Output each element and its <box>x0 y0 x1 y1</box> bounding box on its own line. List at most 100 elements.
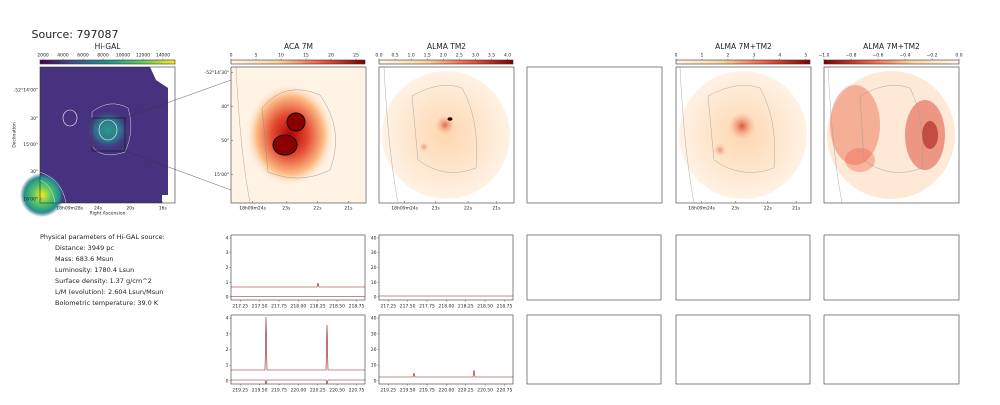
x-tick-label: 22s <box>764 206 773 212</box>
y-tick-label: 16'00" <box>23 196 38 202</box>
parameter-line: Luminosity: 1780.4 Lsun <box>55 266 134 274</box>
map-frame <box>230 66 367 204</box>
y-axis-label: Declination <box>12 122 18 148</box>
x-tick-label: 218.75 <box>497 304 513 310</box>
x-tick-label: 220.00 <box>439 388 455 394</box>
x-tick-label: 218.00 <box>439 304 455 310</box>
x-tick-label: 219.25 <box>380 388 396 394</box>
x-tick-label: 24s <box>94 206 103 212</box>
y-tick-label: 20 <box>371 265 377 271</box>
y-tick-label: 0 <box>374 378 377 384</box>
y-tick-label: 3 <box>226 250 229 256</box>
x-tick-label: 219.50 <box>400 388 416 394</box>
y-tick-label: 50" <box>221 138 229 144</box>
x-tick-label: 23s <box>731 206 740 212</box>
colorbar <box>230 59 366 65</box>
colorbar-tick-label: 3.0 <box>472 53 479 59</box>
colorbar-tick-label: 0.0 <box>955 53 962 59</box>
colorbar-tick-label: 2000 <box>37 53 49 59</box>
spectrum-frame <box>378 314 514 385</box>
colorbar-tick-label: 0.5 <box>391 53 398 59</box>
x-tick-label: 218.25 <box>458 304 474 310</box>
x-tick-label: 220.75 <box>349 388 365 394</box>
x-tick-label: 219.75 <box>271 388 287 394</box>
x-tick-label: 220.25 <box>458 388 474 394</box>
x-tick-label: 219.25 <box>232 388 248 394</box>
colorbar-tick-label: 15 <box>303 53 309 59</box>
x-tick-label: 217.75 <box>419 304 435 310</box>
y-tick-label: 0 <box>226 378 229 384</box>
x-tick-label: 218.75 <box>349 304 365 310</box>
colorbar-tick-label: 1.5 <box>424 53 431 59</box>
y-tick-label: 3 <box>226 331 229 337</box>
x-tick-label: 217.25 <box>380 304 396 310</box>
y-tick-label: 20 <box>371 347 377 353</box>
aca-image <box>231 66 365 204</box>
colorbar-tick-label: 1 <box>701 53 704 59</box>
colorbar-tick-label: −0.6 <box>873 53 884 59</box>
x-tick-label: 220.75 <box>497 388 513 394</box>
colorbar <box>378 59 514 65</box>
x-tick-label: 217.25 <box>232 304 248 310</box>
y-tick-label: 2 <box>226 347 229 353</box>
colorbar-tick-label: 4000 <box>57 53 69 59</box>
x-tick-label: 18h09m28s <box>56 206 83 212</box>
colorbar-tick-label: 3.5 <box>488 53 495 59</box>
y-tick-label: 2 <box>226 265 229 271</box>
residual-image <box>827 66 955 204</box>
colorbar <box>823 59 960 65</box>
y-tick-label: 15'00" <box>23 142 38 148</box>
y-tick-label: 1 <box>226 363 229 369</box>
y-tick-label: -52°14'00" <box>14 88 38 94</box>
empty-panel <box>526 66 663 204</box>
colorbar-tick-label: −1.0 <box>819 53 830 59</box>
spectrum-traces <box>231 282 513 385</box>
spectrum-frame <box>378 234 514 301</box>
colorbar-tick-label: 10000 <box>116 53 130 59</box>
colorbar-tick-label: 20 <box>328 53 334 59</box>
y-tick-label: 0 <box>374 295 377 301</box>
map-title: ALMA 7M+TM2 <box>715 42 772 51</box>
colorbar-tick-label: 25 <box>353 53 359 59</box>
map-frame <box>378 66 515 204</box>
x-tick-label: 220.50 <box>329 388 345 394</box>
y-tick-label: 1 <box>226 280 229 286</box>
spectrum-frame <box>230 234 366 301</box>
spectrum-frame <box>526 314 662 385</box>
colorbar-tick-label: 10 <box>278 53 284 59</box>
colorbar-tick-label: 0 <box>230 53 233 59</box>
parameters-heading: Physical parameters of Hi-GAL source: <box>40 233 165 241</box>
y-tick-label: 30 <box>371 331 377 337</box>
colorbar-tick-label: 3 <box>752 53 755 59</box>
parameter-line: Surface density: 1.37 g/cm^2 <box>55 277 152 285</box>
y-tick-label: 30 <box>371 250 377 256</box>
x-tick-label: 217.50 <box>400 304 416 310</box>
map-frame <box>823 66 960 204</box>
colorbar-tick-label: −0.2 <box>927 53 938 59</box>
spectrum-frame <box>230 314 366 385</box>
x-tick-label: 21s <box>344 206 353 212</box>
colorbar-tick-label: −0.4 <box>900 53 911 59</box>
x-tick-label: 218.50 <box>329 304 345 310</box>
colorbar-tick-label: 5 <box>804 53 807 59</box>
figure-title: Source: 797087 <box>32 28 119 41</box>
x-tick-label: 217.75 <box>271 304 287 310</box>
colorbar-tick-label: 4.0 <box>504 53 511 59</box>
map-frame <box>675 66 812 204</box>
colorbar-tick-label: 0 <box>675 53 678 59</box>
colorbar <box>39 59 176 65</box>
x-tick-label: 22s <box>464 206 473 212</box>
parameter-line: Distance: 3949 pc <box>55 244 114 252</box>
parameter-line: L/M (evolution): 2.604 Lsun/Msun <box>55 288 163 296</box>
map-title: ALMA 7M+TM2 <box>863 42 920 51</box>
x-tick-label: 218.50 <box>477 304 493 310</box>
x-tick-label: 21s <box>492 206 501 212</box>
colorbar-tick-label: −0.8 <box>846 53 857 59</box>
y-tick-label: 0 <box>226 295 229 301</box>
y-tick-label: 30" <box>30 116 38 122</box>
y-tick-label: -52°14'30" <box>205 70 229 76</box>
spectrum-frame <box>823 234 960 301</box>
x-tick-label: 20s <box>126 206 135 212</box>
x-tick-label: 220.50 <box>477 388 493 394</box>
x-tick-label: 18h09m24s <box>688 206 715 212</box>
